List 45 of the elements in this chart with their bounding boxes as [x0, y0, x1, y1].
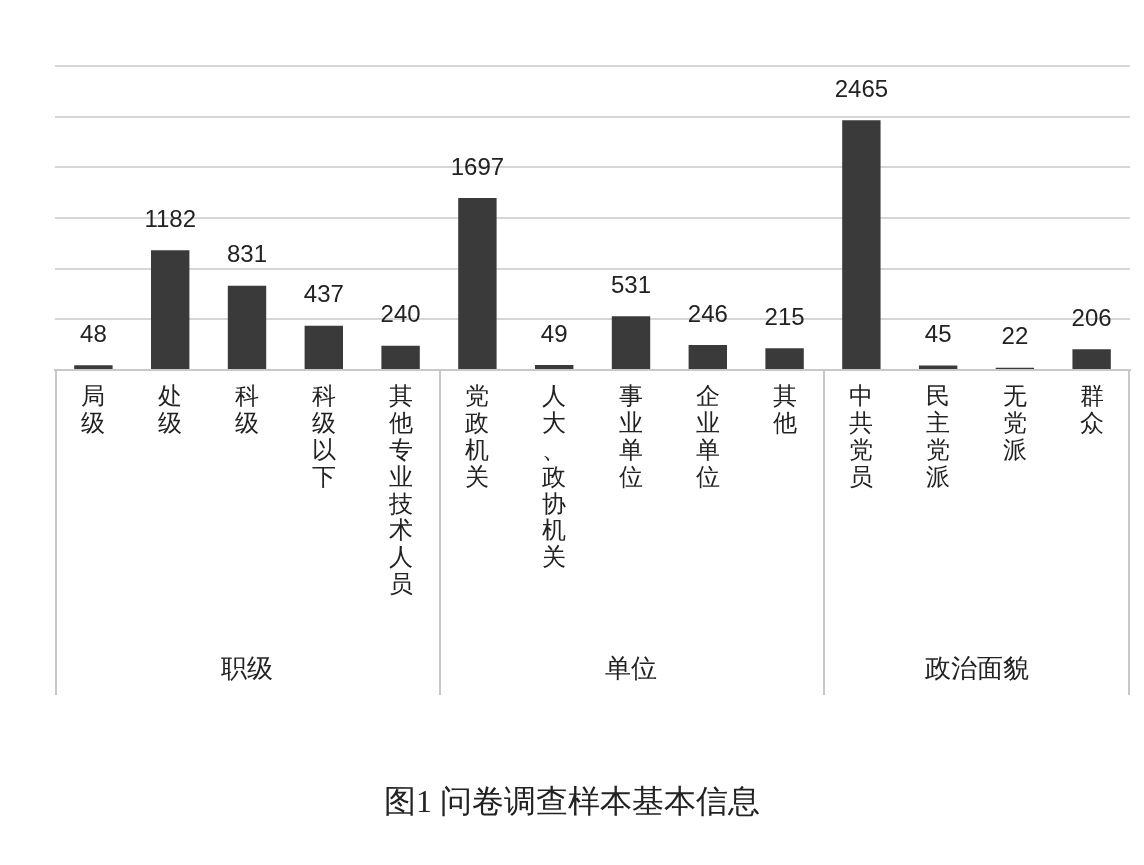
data-label: 1182	[144, 204, 196, 232]
bar	[688, 345, 727, 369]
x-tick-label: 企业单位	[695, 382, 720, 490]
x-tick-label: 无党派	[1002, 382, 1027, 463]
bar	[381, 345, 420, 369]
data-label: 49	[540, 319, 568, 347]
data-label: 206	[1071, 303, 1112, 331]
x-tick-label: 科级	[235, 382, 259, 436]
x-tick-label: 科级以下	[311, 382, 336, 490]
x-tick-label: 党政机关	[465, 382, 490, 490]
bar	[535, 365, 574, 369]
x-tick-label: 事业单位	[619, 382, 643, 490]
data-label: 48	[80, 319, 107, 347]
bar	[227, 285, 267, 369]
bar	[611, 316, 651, 369]
x-tick-label: 局级	[81, 382, 106, 436]
x-axis-title: 职级	[221, 653, 273, 684]
bar	[74, 365, 113, 369]
data-label: 215	[764, 302, 805, 330]
x-tick-label: 其他专业技术人员	[387, 382, 413, 598]
data-label: 437	[303, 280, 344, 308]
x-tick-label: 其他	[772, 382, 797, 436]
bar	[918, 365, 958, 369]
x-tick-label: 处级	[158, 382, 183, 436]
x-tick-label: 人大、政协机关	[542, 382, 567, 571]
bar	[765, 348, 804, 369]
bar	[1072, 349, 1111, 369]
data-label: 831	[226, 240, 268, 268]
data-label: 531	[610, 270, 652, 298]
data-label: 240	[380, 300, 421, 328]
data-label: 1697	[450, 152, 505, 180]
data-label: 2465	[834, 74, 889, 102]
x-tick-label: 民主党派	[926, 382, 951, 490]
bar	[842, 120, 881, 369]
data-label: 246	[687, 299, 728, 327]
data-label: 22	[1001, 322, 1029, 350]
bar	[304, 325, 343, 369]
bar	[151, 250, 190, 369]
data-label: 45	[924, 320, 952, 348]
bar	[458, 198, 497, 369]
x-tick-label: 群众	[1079, 382, 1104, 436]
x-axis-title: 政治面貌	[924, 653, 1029, 684]
text: 图1 问卷调查样本基本信息	[383, 782, 761, 821]
x-axis-title: 单位	[605, 653, 657, 684]
x-tick-label: 中共党员	[849, 382, 874, 490]
